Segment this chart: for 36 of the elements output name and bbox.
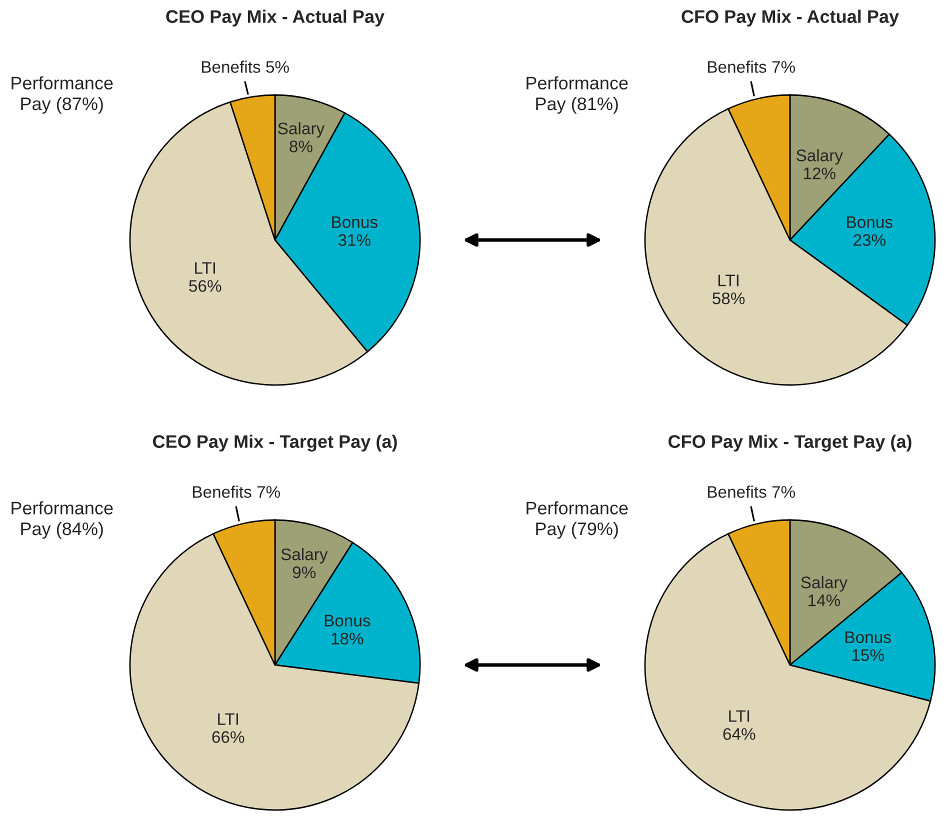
slice-label: Salary: [796, 149, 843, 165]
slice-label: Bonus: [332, 216, 378, 228]
chart-title: CEO Pay Mix - Target Pay (a): [152, 434, 397, 452]
chart-title: CEO Pay Mix - Actual Pay: [166, 10, 384, 27]
slice-label: Bonus: [847, 216, 892, 228]
slice-label: Salary: [278, 122, 325, 138]
slice-label: Salary: [801, 576, 848, 592]
chart-title: CFO Pay Mix - Target Pay (a): [668, 434, 912, 452]
chart-title: CFO Pay Mix - Actual Pay: [682, 10, 899, 27]
slice-label: Benefits 7%: [708, 486, 795, 498]
data-label: 9%: [292, 566, 316, 578]
text: Performance Pay (81%): [526, 76, 628, 114]
data-label: 8%: [290, 140, 312, 152]
slice-label: LTI: [218, 713, 238, 725]
slice-label: Benefits 7%: [708, 60, 795, 73]
slice-label: Benefits 5%: [202, 60, 289, 73]
slice-label: Bonus: [324, 614, 370, 627]
data-label: 23%: [854, 234, 886, 246]
data-label: 66%: [212, 731, 244, 743]
slice-label: Benefits 7%: [193, 486, 280, 498]
text: Performance Pay (84%): [12, 501, 113, 539]
data-label: 18%: [332, 632, 364, 644]
data-label: 58%: [712, 292, 745, 304]
data-label: 56%: [189, 280, 222, 292]
slice-label: LTI: [718, 274, 738, 286]
text: Performance Pay (87%): [12, 76, 113, 114]
slice-label: LTI: [195, 262, 216, 274]
slice-label: LTI: [729, 710, 750, 722]
data-label: 64%: [723, 728, 756, 740]
data-label: 14%: [808, 594, 840, 606]
data-label: 15%: [852, 649, 884, 662]
slice-label: Salary: [281, 548, 328, 564]
text: Performance Pay (79%): [526, 501, 628, 539]
data-label: 12%: [804, 168, 836, 180]
data-label: 31%: [338, 234, 370, 246]
slice-label: Bonus: [846, 631, 891, 644]
